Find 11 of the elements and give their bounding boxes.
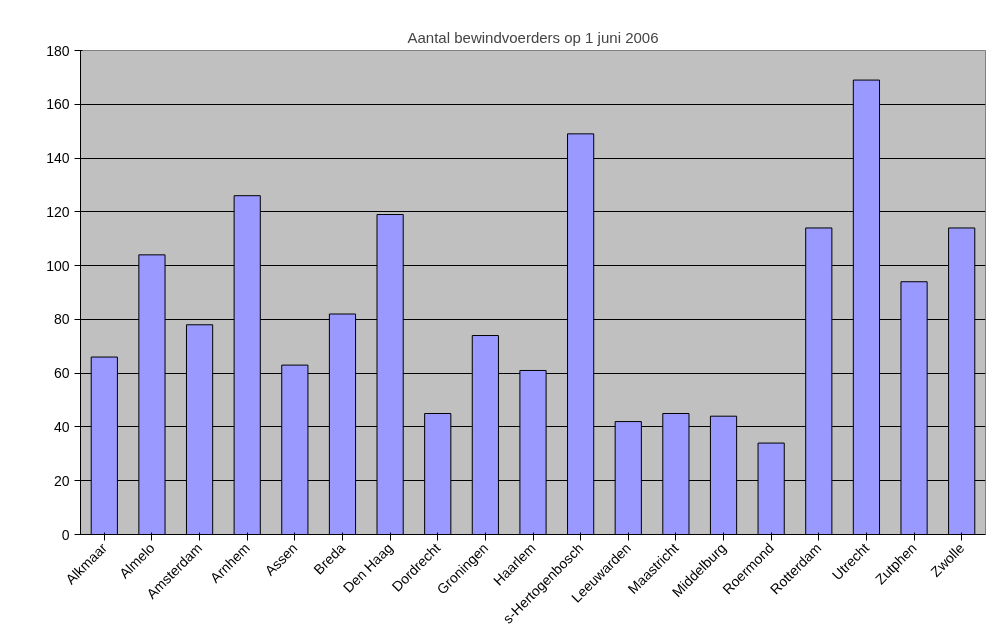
y-tick-label: 60: [53, 365, 70, 382]
y-tick-label: 80: [53, 311, 70, 328]
y-tick-label: 20: [53, 472, 70, 489]
y-tick-label: 160: [46, 96, 70, 113]
y-tick-label: 0: [61, 526, 70, 543]
y-tick-label: 40: [53, 418, 70, 435]
y-tick-label: 100: [46, 257, 70, 274]
chart-title: Aantal bewindvoerders op 1 juni 2006: [407, 28, 659, 46]
y-tick-label: 180: [46, 42, 70, 59]
y-tick-label: 120: [46, 203, 70, 220]
y-tick-label: 140: [46, 150, 70, 167]
